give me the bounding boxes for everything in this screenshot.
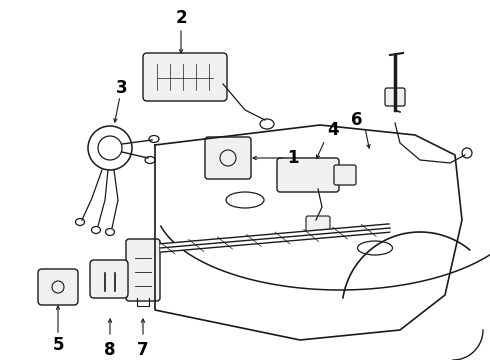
FancyBboxPatch shape xyxy=(90,260,128,298)
FancyBboxPatch shape xyxy=(385,88,405,106)
FancyBboxPatch shape xyxy=(143,53,227,101)
Text: 5: 5 xyxy=(52,336,64,354)
Text: 4: 4 xyxy=(327,121,339,139)
Text: 3: 3 xyxy=(116,79,128,97)
FancyBboxPatch shape xyxy=(334,165,356,185)
Text: 8: 8 xyxy=(104,341,116,359)
Text: 2: 2 xyxy=(175,9,187,27)
FancyBboxPatch shape xyxy=(38,269,78,305)
Text: 6: 6 xyxy=(351,111,363,129)
Text: 7: 7 xyxy=(137,341,149,359)
FancyBboxPatch shape xyxy=(126,239,160,301)
FancyBboxPatch shape xyxy=(306,216,330,234)
FancyBboxPatch shape xyxy=(277,158,339,192)
FancyBboxPatch shape xyxy=(205,137,251,179)
Text: 1: 1 xyxy=(287,149,299,167)
